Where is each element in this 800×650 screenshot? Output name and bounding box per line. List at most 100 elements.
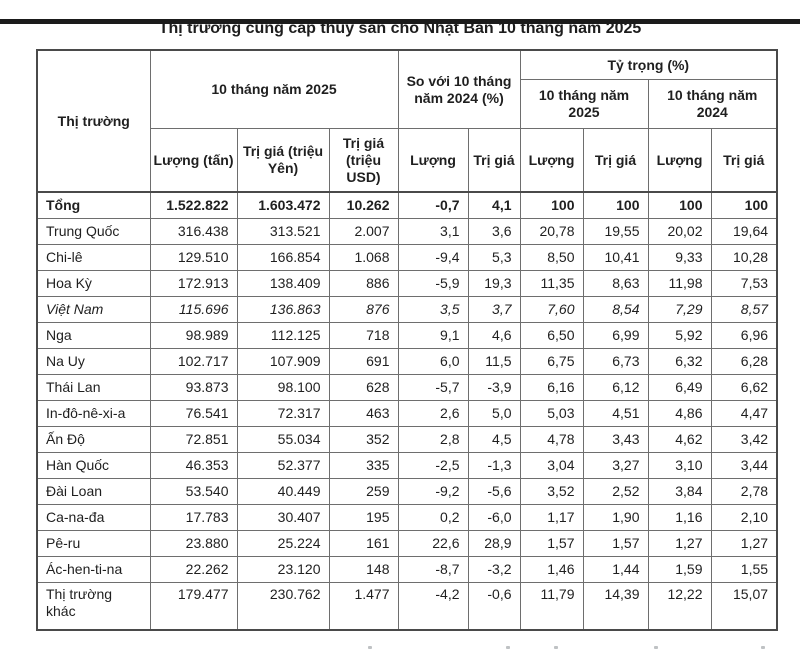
header-share-2024: 10 tháng năm 2024 [647, 79, 778, 129]
cell: 3,04 [519, 452, 584, 479]
cell: 3,7 [467, 296, 521, 323]
cell: 20,02 [647, 218, 712, 245]
cell: 3,10 [647, 452, 712, 479]
market-name: Tổng [36, 191, 151, 219]
cell: 8,57 [710, 296, 778, 323]
cell: 628 [328, 374, 399, 401]
cell: 6,28 [710, 348, 778, 375]
cell: 25.224 [236, 530, 330, 557]
cell: 40.449 [236, 478, 330, 505]
cell: 11,35 [519, 270, 584, 297]
cell: 161 [328, 530, 399, 557]
cell: 1,55 [710, 556, 778, 583]
cell: 3,6 [467, 218, 521, 245]
cell: 3,84 [647, 478, 712, 505]
cell: 20,78 [519, 218, 584, 245]
cell: 11,98 [647, 270, 712, 297]
cell: 6,0 [397, 348, 469, 375]
cell: 9,1 [397, 322, 469, 349]
cell: 166.854 [236, 244, 330, 271]
cell: 136.863 [236, 296, 330, 323]
cell: -5,7 [397, 374, 469, 401]
cell: 1,57 [519, 530, 584, 557]
cell: 72.851 [149, 426, 238, 453]
market-name: Nga [36, 322, 151, 349]
market-name: Hoa Kỳ [36, 270, 151, 297]
market-name: Ấn Độ [36, 426, 151, 453]
cell: 6,32 [647, 348, 712, 375]
cell: 28,9 [467, 530, 521, 557]
cell: 4,47 [710, 400, 778, 427]
seafood-supply-table: Thị trường 10 tháng năm 2025 So với 10 t… [36, 49, 779, 631]
cell: 876 [328, 296, 399, 323]
cell: 4,78 [519, 426, 584, 453]
cell: 100 [647, 191, 712, 219]
cell: 23.120 [236, 556, 330, 583]
cell: -8,7 [397, 556, 469, 583]
cell: 7,29 [647, 296, 712, 323]
header-share25-qty: Lượng [519, 128, 584, 193]
market-name: In-đô-nê-xi-a [36, 400, 151, 427]
cell: 102.717 [149, 348, 238, 375]
market-name: Thái Lan [36, 374, 151, 401]
market-name: Ca-na-đa [36, 504, 151, 531]
cell: 11,79 [519, 582, 584, 631]
cell: 11,5 [467, 348, 521, 375]
header-vs-qty: Lượng [397, 128, 469, 193]
market-name: Hàn Quốc [36, 452, 151, 479]
table-row: Nga 98.989 112.125 718 9,1 4,6 6,50 6,99… [36, 322, 778, 349]
cell: 6,96 [710, 322, 778, 349]
cell: 5,03 [519, 400, 584, 427]
cell: 1,17 [519, 504, 584, 531]
table-row: Na Uy 102.717 107.909 691 6,0 11,5 6,75 … [36, 348, 778, 375]
cell: 195 [328, 504, 399, 531]
cell: 7,53 [710, 270, 778, 297]
market-name: Thị trường khác [36, 582, 151, 631]
cell: 4,62 [647, 426, 712, 453]
cell: 230.762 [236, 582, 330, 631]
cell: 98.100 [236, 374, 330, 401]
cell: 886 [328, 270, 399, 297]
cell: -5,9 [397, 270, 469, 297]
market-name: Việt Nam [36, 296, 151, 323]
cell: 19,3 [467, 270, 521, 297]
cell: 46.353 [149, 452, 238, 479]
cell: 8,63 [582, 270, 649, 297]
cell: 1,16 [647, 504, 712, 531]
cell: -3,9 [467, 374, 521, 401]
market-name: Trung Quốc [36, 218, 151, 245]
cell: -3,2 [467, 556, 521, 583]
cell: 30.407 [236, 504, 330, 531]
cell: 2,6 [397, 400, 469, 427]
cell: -9,4 [397, 244, 469, 271]
table-row: Hàn Quốc 46.353 52.377 335 -2,5 -1,3 3,0… [36, 452, 778, 479]
cell: 6,75 [519, 348, 584, 375]
header-share24-val: Trị giá [710, 128, 778, 193]
table-row: Trung Quốc 316.438 313.521 2.007 3,1 3,6… [36, 218, 778, 245]
cell: 10,28 [710, 244, 778, 271]
cell: 316.438 [149, 218, 238, 245]
cell: 9,33 [647, 244, 712, 271]
cell: 5,92 [647, 322, 712, 349]
cell: -6,0 [467, 504, 521, 531]
cell: 55.034 [236, 426, 330, 453]
cell: 4,5 [467, 426, 521, 453]
cell: 3,5 [397, 296, 469, 323]
cell: 6,62 [710, 374, 778, 401]
table-row: Chi-lê 129.510 166.854 1.068 -9,4 5,3 8,… [36, 244, 778, 271]
market-name: Pê-ru [36, 530, 151, 557]
table-row: In-đô-nê-xi-a 76.541 72.317 463 2,6 5,0 … [36, 400, 778, 427]
cell: 148 [328, 556, 399, 583]
cell: 52.377 [236, 452, 330, 479]
cell: 1,57 [582, 530, 649, 557]
cell: 17.783 [149, 504, 238, 531]
cell: 10.262 [328, 191, 399, 219]
cell: 1.477 [328, 582, 399, 631]
cell: 138.409 [236, 270, 330, 297]
cell: 335 [328, 452, 399, 479]
cell: 718 [328, 322, 399, 349]
cell: 15,07 [710, 582, 778, 631]
table-row: Ấn Độ 72.851 55.034 352 2,8 4,5 4,78 3,4… [36, 426, 778, 453]
header-qty-ton: Lượng (tấn) [149, 128, 238, 193]
cell: 6,50 [519, 322, 584, 349]
